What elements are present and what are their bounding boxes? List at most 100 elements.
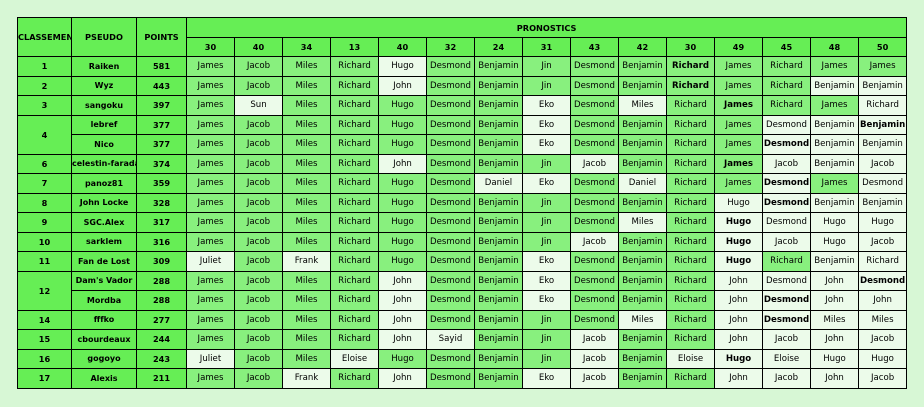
- table-row: 15 cbourdeaux 244 James Jacob Miles Richard Joh…: [17, 329, 908, 350]
- pick-cell: Jacob: [570, 329, 619, 350]
- pick-cell: Jacob: [234, 231, 283, 252]
- pick-cell: James: [186, 114, 235, 135]
- pick-cell: Jacob: [570, 231, 619, 252]
- pick-cell: Benjamin: [474, 95, 523, 116]
- pick-cell: Desmond: [570, 95, 619, 116]
- question-number: 43: [570, 37, 619, 57]
- points-cell: 317: [136, 212, 187, 233]
- pick-cell: Desmond: [762, 134, 811, 155]
- question-number: 30: [186, 37, 235, 57]
- question-number: 31: [522, 37, 571, 57]
- pick-cell: James: [186, 290, 235, 311]
- pick-cell: Miles: [282, 309, 331, 330]
- pick-cell: Benjamin: [618, 251, 667, 272]
- pick-cell: Jin: [522, 56, 571, 77]
- pseudo-cell: sarklem: [71, 231, 137, 252]
- points-cell: 211: [136, 368, 187, 389]
- pick-cell: Jacob: [570, 153, 619, 174]
- header-pseudo: PSEUDO: [71, 17, 137, 57]
- pick-cell: Richard: [666, 95, 715, 116]
- pick-cell: Miles: [282, 212, 331, 233]
- pick-cell: Richard: [666, 251, 715, 272]
- pick-cell: Miles: [282, 270, 331, 291]
- points-cell: 328: [136, 192, 187, 213]
- pick-cell: John: [714, 290, 763, 311]
- pick-cell: Richard: [666, 212, 715, 233]
- pseudo-cell: John Locke: [71, 192, 137, 213]
- question-number: 13: [330, 37, 379, 57]
- pick-cell: Richard: [666, 153, 715, 174]
- pseudo-cell: Wyz: [71, 75, 137, 96]
- pick-cell: James: [186, 270, 235, 291]
- rank-cell: 7: [17, 173, 72, 194]
- pick-cell: James: [810, 56, 859, 77]
- rank-cell: 3: [17, 95, 72, 116]
- points-cell: 309: [136, 251, 187, 272]
- pick-cell: Benjamin: [474, 114, 523, 135]
- pick-cell: John: [378, 309, 427, 330]
- pick-cell: Benjamin: [474, 270, 523, 291]
- header-pronostics: PRONOSTICS: [185, 17, 908, 38]
- pick-cell: Benjamin: [857, 75, 908, 96]
- pick-cell: Hugo: [378, 173, 427, 194]
- pick-cell: Richard: [666, 192, 715, 213]
- rank-cell: 9: [17, 212, 72, 233]
- pick-cell: Richard: [330, 231, 379, 252]
- pick-cell: Desmond: [426, 290, 475, 311]
- pseudo-cell: sangoku: [71, 95, 137, 116]
- pick-cell: Hugo: [714, 231, 763, 252]
- header-rank: CLASSEMENT: [17, 17, 72, 57]
- pick-cell: Desmond: [570, 290, 619, 311]
- points-cell: 443: [136, 75, 187, 96]
- pick-cell: Jin: [522, 75, 571, 96]
- pick-cell: Benjamin: [474, 348, 523, 369]
- pick-cell: John: [714, 309, 763, 330]
- pick-cell: Miles: [282, 192, 331, 213]
- pick-cell: Desmond: [762, 212, 811, 233]
- pick-cell: Hugo: [714, 192, 763, 213]
- pseudo-cell: Alexis: [71, 368, 137, 389]
- pick-cell: Richard: [330, 56, 379, 77]
- pseudo-cell: fffko: [71, 309, 137, 330]
- pick-cell: Desmond: [762, 290, 811, 311]
- pick-cell: Jacob: [234, 290, 283, 311]
- pick-cell: James: [186, 192, 235, 213]
- pick-cell: Desmond: [570, 134, 619, 155]
- pick-cell: Hugo: [810, 231, 859, 252]
- pseudo-cell: panoz81: [71, 173, 137, 194]
- pick-cell: Miles: [857, 309, 908, 330]
- pick-cell: Eko: [522, 114, 571, 135]
- pick-cell: Benjamin: [618, 290, 667, 311]
- pseudo-cell: Dam's Vador: [71, 270, 137, 291]
- pick-cell: Richard: [666, 290, 715, 311]
- pick-cell: Richard: [330, 309, 379, 330]
- pick-cell: Miles: [618, 309, 667, 330]
- pick-cell: Benjamin: [618, 270, 667, 291]
- pick-cell: Desmond: [762, 309, 811, 330]
- pick-cell: Benjamin: [810, 114, 859, 135]
- pseudo-cell: Raiken: [71, 56, 137, 77]
- pseudo-cell: SGC.Alex: [71, 212, 137, 233]
- pick-cell: Eko: [522, 251, 571, 272]
- pick-cell: James: [186, 134, 235, 155]
- pick-cell: Jacob: [762, 329, 811, 350]
- pseudo-cell: celestin-faraday: [71, 153, 137, 174]
- pick-cell: Jin: [522, 192, 571, 213]
- pick-cell: Desmond: [570, 309, 619, 330]
- pick-cell: Jacob: [234, 212, 283, 233]
- question-number: 49: [714, 37, 763, 57]
- pick-cell: Desmond: [426, 368, 475, 389]
- table-row: 9 SGC.Alex 317 James Jacob Miles Richard Hugo De…: [17, 212, 908, 233]
- question-number: 50: [857, 37, 908, 57]
- pick-cell: Richard: [330, 192, 379, 213]
- points-cell: 359: [136, 173, 187, 194]
- table-row: 12 Dam's Vador 288 James Jacob Miles Richard Jo…: [17, 270, 908, 311]
- pick-cell: Juliet: [186, 348, 235, 369]
- points-cell: 377: [136, 134, 187, 155]
- pick-cell: James: [186, 173, 235, 194]
- pick-cell: Richard: [330, 270, 379, 291]
- points-cell: 288: [136, 270, 187, 291]
- pick-cell: Richard: [330, 153, 379, 174]
- pick-cell: Benjamin: [618, 153, 667, 174]
- pick-cell: Benjamin: [618, 75, 667, 96]
